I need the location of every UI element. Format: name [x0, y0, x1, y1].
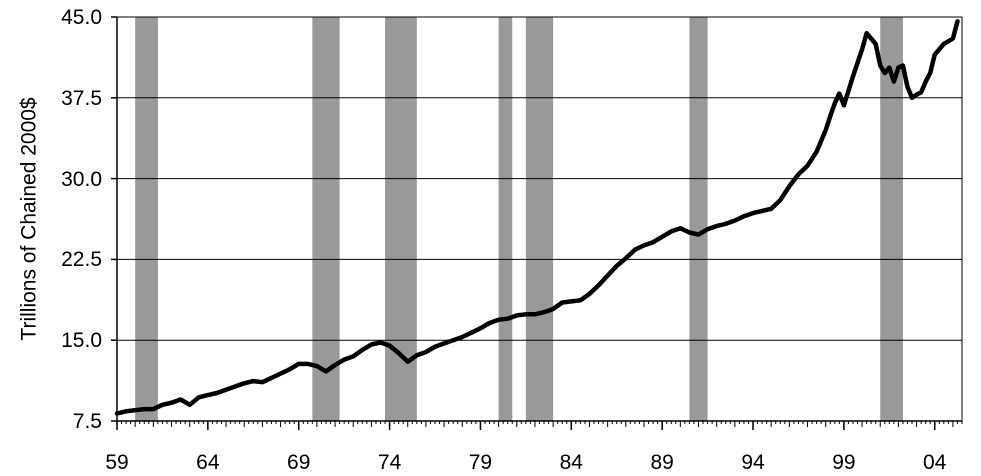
y-tick-label: 7.5 [73, 410, 102, 433]
x-tick-label: 79 [469, 451, 492, 474]
recession-bands [135, 17, 903, 421]
x-tick-label: 89 [650, 451, 673, 474]
y-tick-labels: 7.5 15.0 22.5 30.0 37.5 45.0 [61, 6, 102, 433]
y-tick-label: 22.5 [61, 248, 102, 271]
recession-band [312, 17, 340, 421]
x-tick-label: 04 [923, 451, 947, 474]
y-axis-title: Trillions of Chained 2000$ [18, 97, 41, 341]
axes [111, 16, 963, 430]
x-tick-label: 59 [105, 451, 128, 474]
y-tick-label: 37.5 [61, 87, 102, 110]
plot-area [111, 16, 963, 430]
gridlines [117, 16, 962, 341]
y-tick-label: 30.0 [61, 168, 102, 191]
x-tick-label: 94 [741, 451, 765, 474]
recession-band [880, 17, 903, 421]
x-tick-label: 74 [378, 451, 402, 474]
y-tick-label: 15.0 [61, 329, 102, 352]
recession-band [525, 17, 554, 421]
x-tick-label: 84 [560, 451, 584, 474]
series-layer [114, 19, 960, 416]
y-tick-label: 45.0 [61, 6, 102, 29]
x-tick-label: 99 [832, 451, 855, 474]
recession-band [135, 17, 158, 421]
series-line [114, 19, 960, 416]
x-tick-label: 69 [287, 451, 310, 474]
x-tick-labels: 59 64 69 74 79 84 89 94 99 04 [105, 451, 946, 474]
recession-band [498, 17, 513, 421]
recession-band [689, 17, 708, 421]
x-tick-label: 64 [196, 451, 220, 474]
